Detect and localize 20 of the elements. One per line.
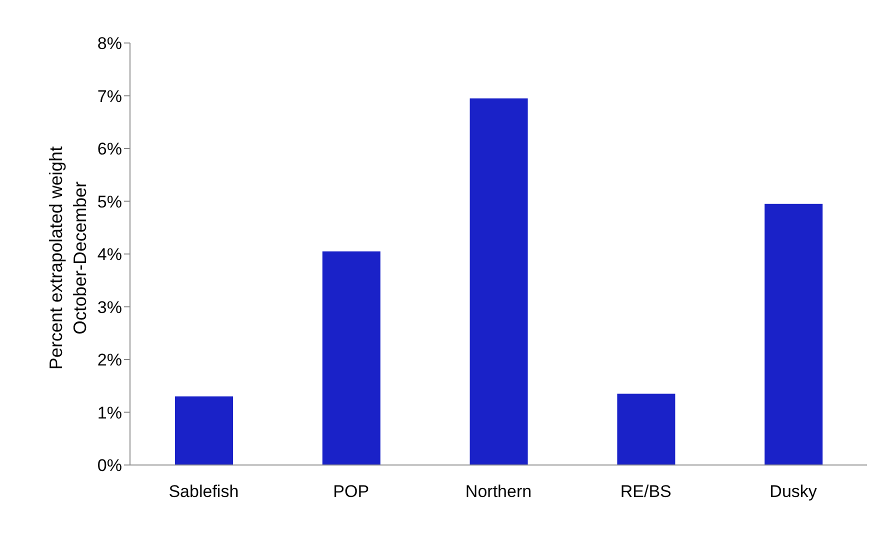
bar bbox=[470, 98, 528, 465]
bar bbox=[175, 396, 233, 465]
x-tick-label: Sablefish bbox=[168, 482, 239, 502]
y-tick-label: 5% bbox=[97, 192, 122, 212]
bar bbox=[764, 204, 823, 465]
y-tick-label: 1% bbox=[97, 403, 122, 422]
x-tick-label: Northern bbox=[465, 482, 532, 502]
y-tick-label: 7% bbox=[97, 86, 122, 106]
y-tick-label: 4% bbox=[97, 245, 122, 264]
x-tick-label: POP bbox=[333, 482, 370, 502]
y-tick-label: 2% bbox=[97, 350, 122, 370]
y-tick-label: 8% bbox=[97, 34, 122, 54]
bar bbox=[617, 394, 676, 465]
x-tick-label: Dusky bbox=[770, 482, 818, 502]
x-tick-label: RE/BS bbox=[620, 482, 672, 502]
y-tick-label: 6% bbox=[97, 140, 122, 159]
y-tick-label: 3% bbox=[97, 298, 122, 317]
y-axis-title: Percent extrapolated weight October-December bbox=[45, 146, 91, 370]
bar bbox=[322, 251, 380, 465]
y-tick-label: 0% bbox=[97, 456, 122, 476]
